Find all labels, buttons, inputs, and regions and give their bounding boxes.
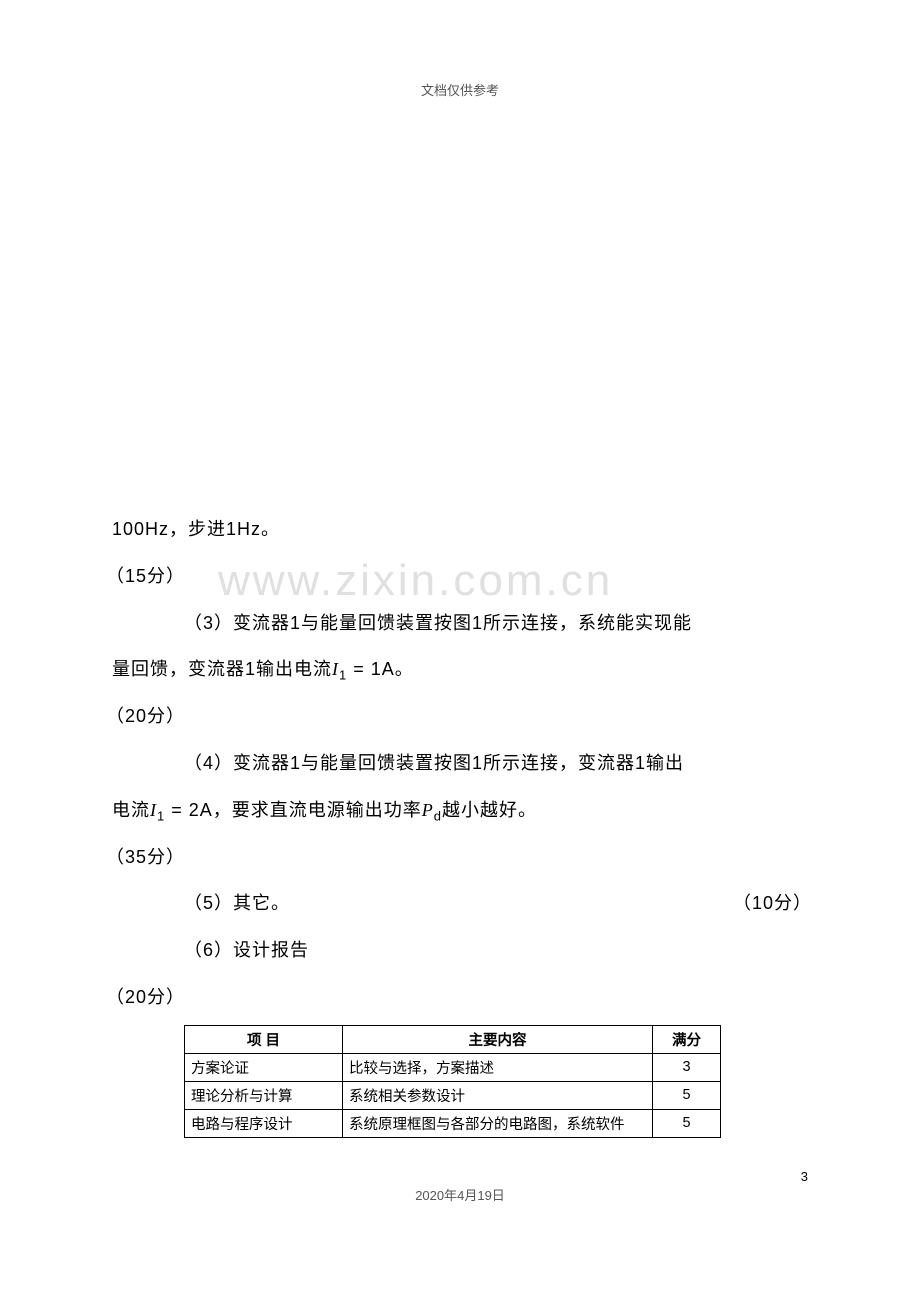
text-line: 100Hz，步进1Hz。 [112, 506, 812, 553]
score-label: （20分） [106, 974, 812, 1021]
score-label: （20分） [106, 693, 812, 740]
footer-date: 2020年4月19日 [415, 1185, 505, 1204]
table-header: 满分 [653, 1025, 721, 1053]
text-line: 电流I1 = 2A，要求直流电源输出功率Pd越小越好。 [112, 787, 812, 834]
text-line: （4）变流器1与能量回馈装置按图1所示连接，变流器1输出 [112, 740, 812, 787]
text-line: （6）设计报告 [112, 927, 812, 974]
score-label: （15分） [106, 553, 812, 600]
score-label: （35分） [106, 834, 812, 881]
scoring-table: 项 目 主要内容 满分 方案论证 比较与选择，方案描述 3 理论分析与计算 系统… [184, 1025, 721, 1138]
text-line: 量回馈，变流器1输出电流I1 = 1A。 [112, 646, 812, 693]
document-body: 100Hz，步进1Hz。 （15分） （3）变流器1与能量回馈装置按图1所示连接… [112, 506, 812, 1138]
text-line: （3）变流器1与能量回馈装置按图1所示连接，系统能实现能 [112, 600, 812, 647]
table-row: 理论分析与计算 系统相关参数设计 5 [185, 1081, 721, 1109]
score-label: （10分） [733, 880, 812, 927]
text-line: （5）其它。 （10分） [112, 880, 812, 927]
table-header: 主要内容 [343, 1025, 653, 1053]
table-row: 电路与程序设计 系统原理框图与各部分的电路图，系统软件 5 [185, 1109, 721, 1137]
page-number: 3 [801, 1169, 808, 1184]
table-header-row: 项 目 主要内容 满分 [185, 1025, 721, 1053]
table-row: 方案论证 比较与选择，方案描述 3 [185, 1053, 721, 1081]
page-header: 文档仅供参考 [421, 80, 499, 99]
table-header: 项 目 [185, 1025, 343, 1053]
